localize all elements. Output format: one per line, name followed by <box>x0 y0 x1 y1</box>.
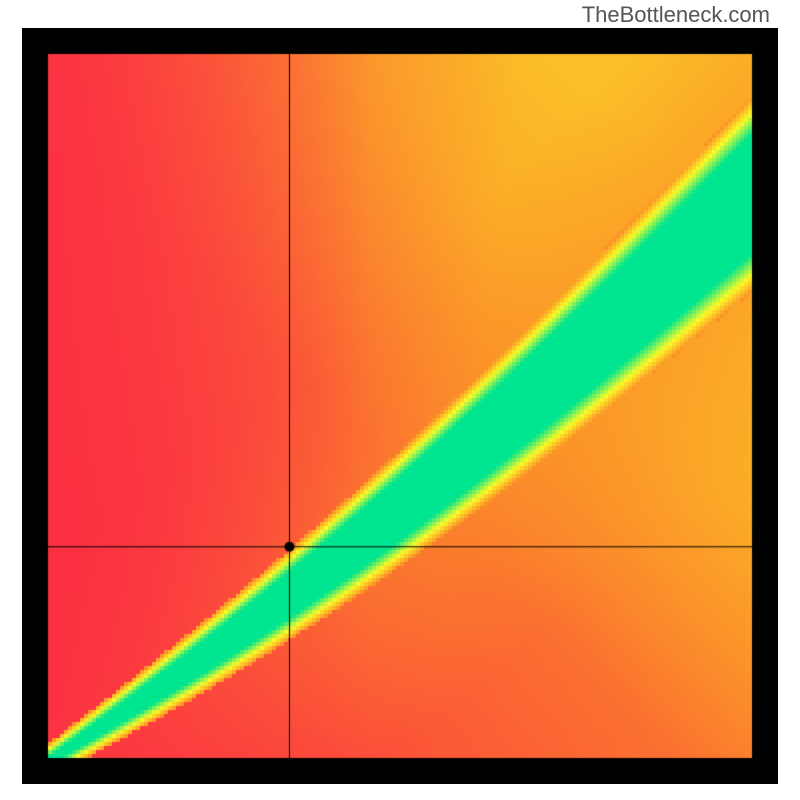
attribution-text: TheBottleneck.com <box>582 2 770 28</box>
heatmap-chart <box>22 28 778 784</box>
heatmap-canvas <box>22 28 778 784</box>
